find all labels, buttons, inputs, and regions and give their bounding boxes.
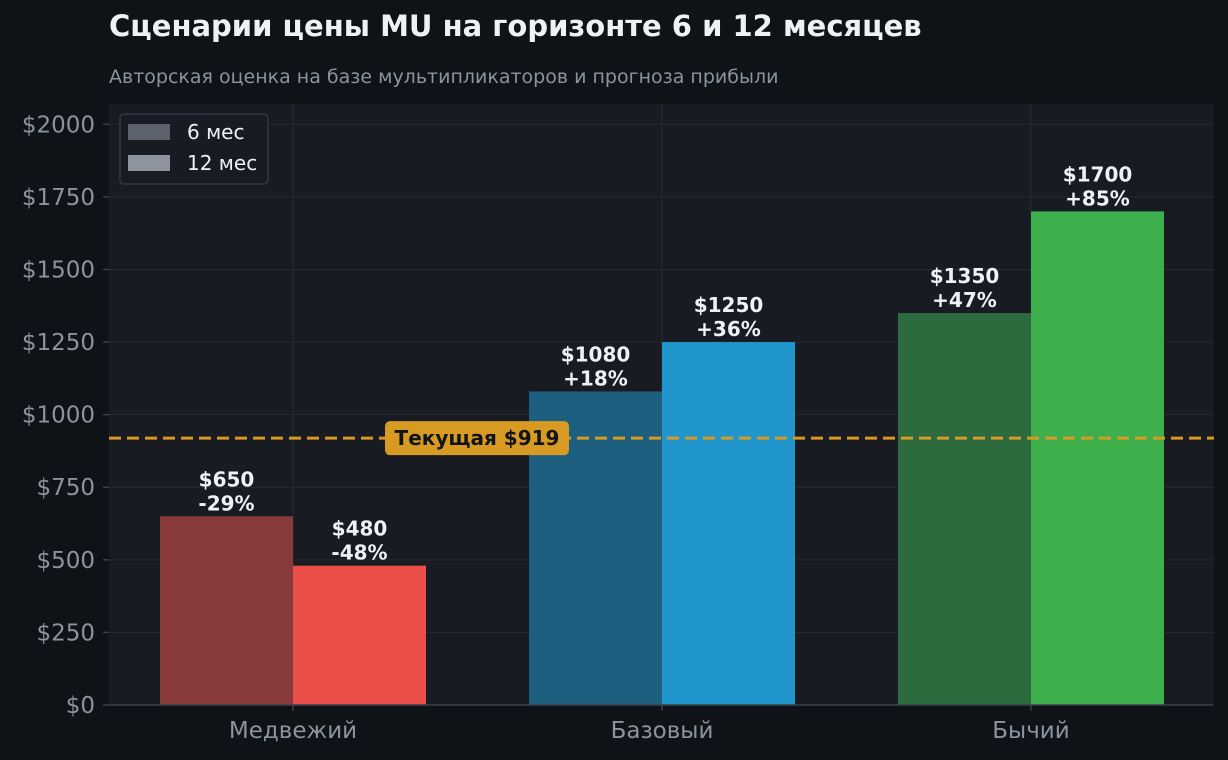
y-tick-label: $1500 [22,257,95,283]
data-label-change: +85% [1065,186,1130,210]
data-label-value: $480 [332,517,388,541]
data-label-value: $1080 [561,342,631,366]
bar-bear-12m [293,565,426,705]
data-label-change: +36% [696,317,761,341]
data-label-change: +18% [563,366,628,390]
reference-label: Текущая $919 [395,426,560,450]
y-tick-label: $250 [36,620,95,646]
legend-label: 6 мес [187,120,244,144]
y-tick-label: $1000 [22,403,95,429]
y-tick-label: $500 [36,548,95,574]
bar-bull-6m [898,313,1031,705]
data-label-value: $650 [199,467,255,491]
x-tick-label: Бычий [992,718,1069,744]
y-tick-label: $1250 [22,330,95,356]
legend: 6 мес 12 мес [119,113,269,185]
chart-subtitle: Авторская оценка на базе мультипликаторо… [109,66,779,88]
chart-title: Сценарии цены MU на горизонте 6 и 12 мес… [109,9,922,43]
data-label-value: $1350 [930,264,1000,288]
data-label-value: $1700 [1063,162,1133,186]
legend-swatch [128,124,170,140]
bar-bear-6m [160,516,293,705]
data-label-change: +47% [932,288,997,312]
y-tick-label: $2000 [22,112,95,138]
data-label-value: $1250 [694,293,764,317]
data-label-change: -48% [331,541,387,565]
x-tick-label: Медвежий [229,718,357,744]
x-tick-label: Базовый [611,718,714,744]
bar-base-12m [662,342,795,705]
y-tick-label: $1750 [22,185,95,211]
legend-label: 12 мес [187,151,257,175]
bar-bull-12m [1031,211,1164,706]
reference-label-box [385,421,569,456]
legend-swatch [128,155,170,171]
data-label-change: -29% [198,491,254,515]
y-tick-label: $750 [36,475,95,501]
y-tick-label: $0 [66,693,95,719]
